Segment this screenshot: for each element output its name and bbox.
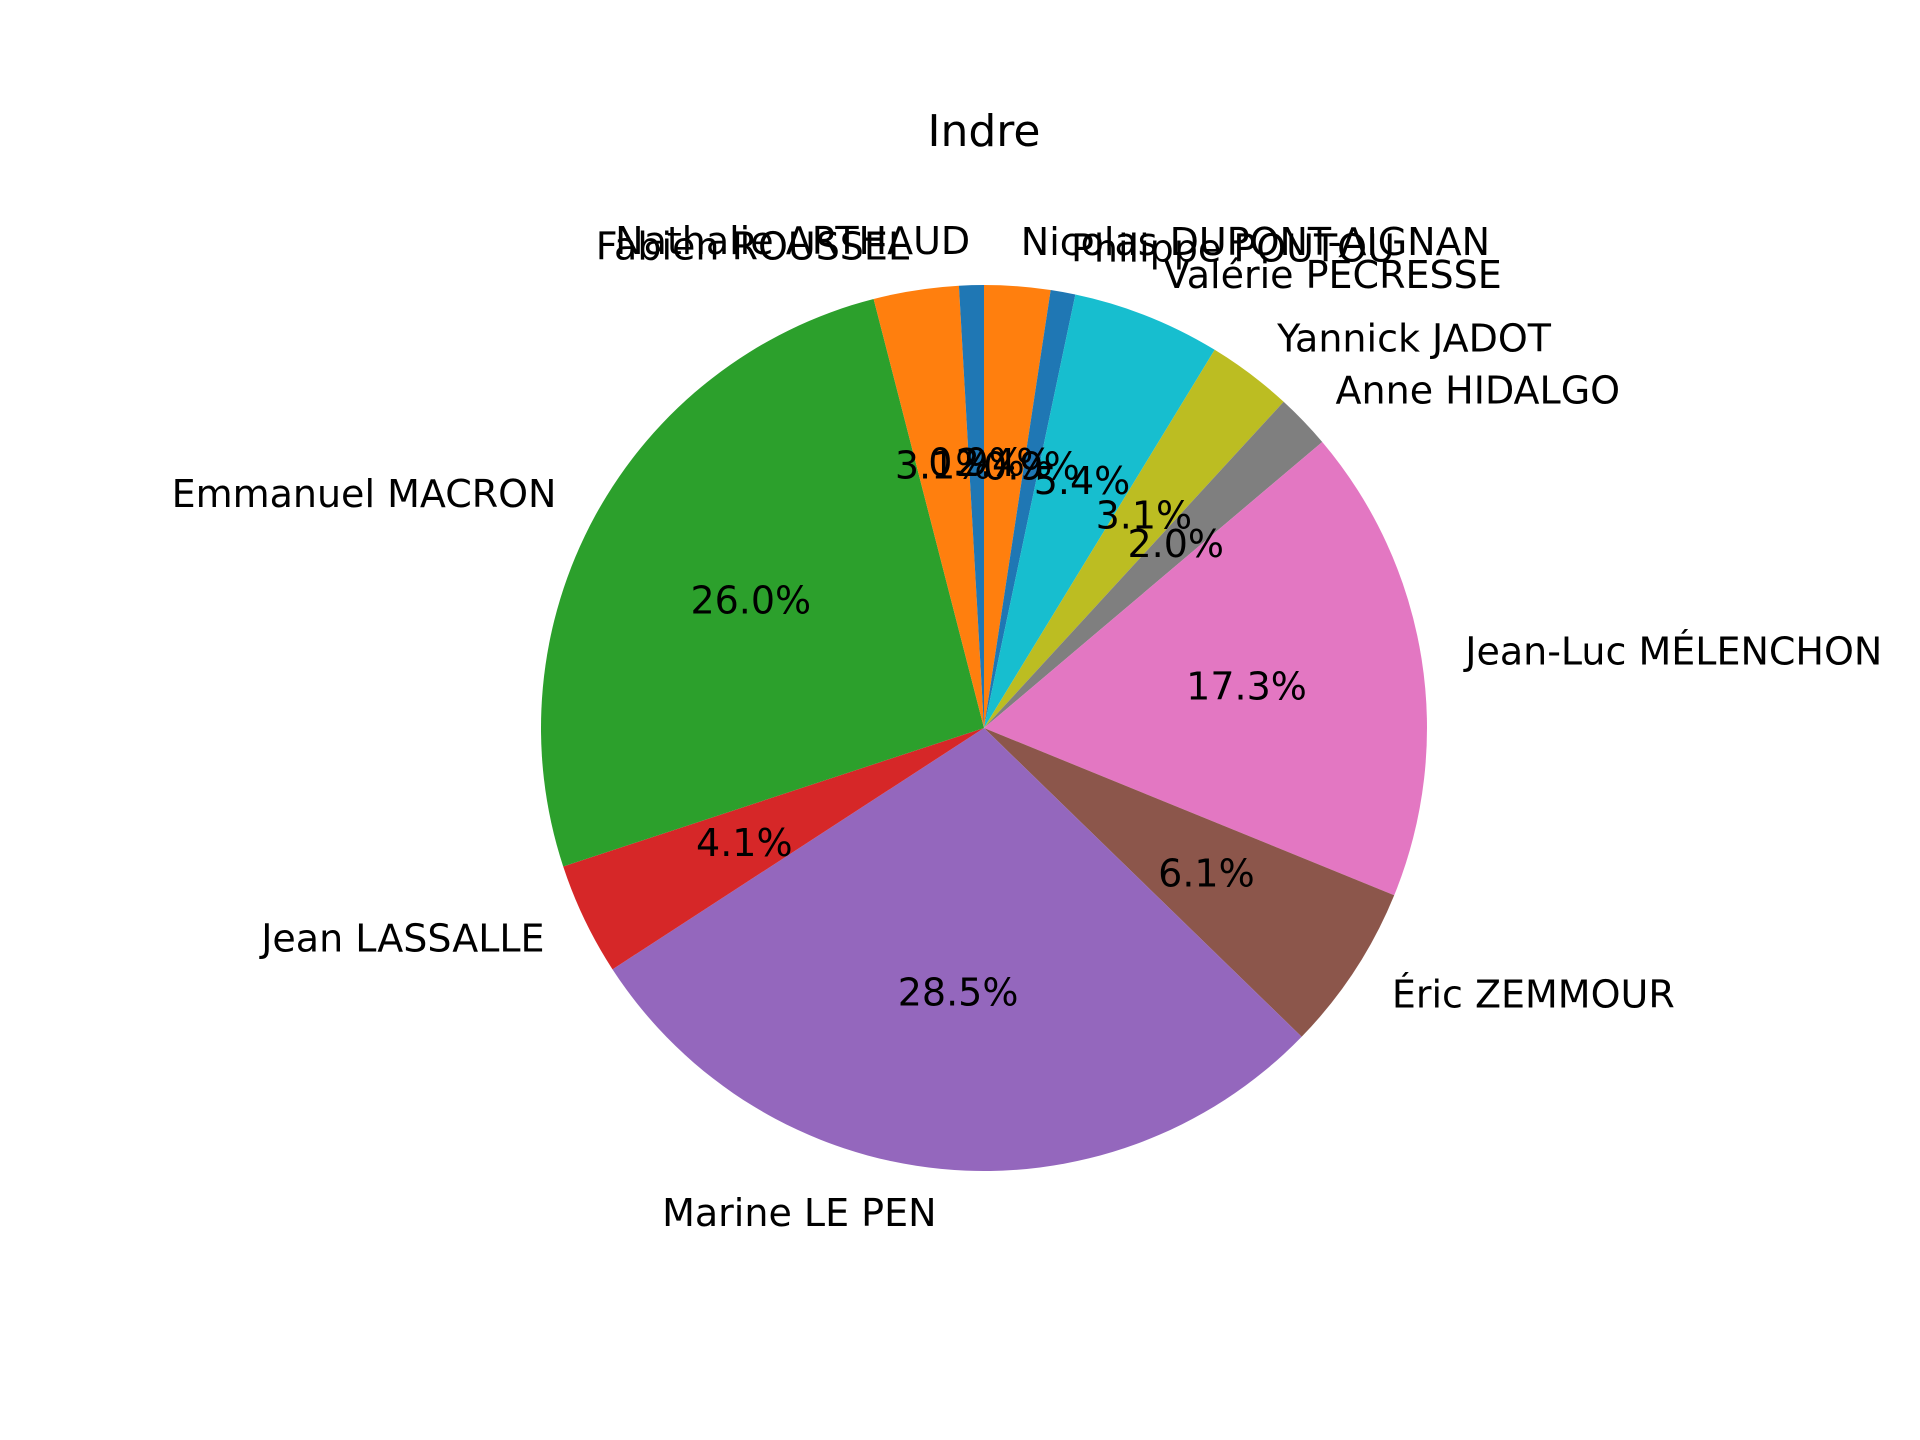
percent-label-jean-luc-melenchon: 17.3%	[1186, 664, 1307, 708]
pie-slice-yannick-jadot	[984, 349, 1284, 728]
percent-label-nicolas-dupont-aignan: 2.4%	[956, 441, 1053, 485]
percent-label-marine-le-pen: 28.5%	[898, 971, 1019, 1015]
pie-slice-anne-hidalgo	[984, 401, 1323, 728]
pie-slice-nicolas-dupont-aignan	[984, 285, 1051, 728]
slice-label-jean-luc-melenchon: Jean-Luc MÉLENCHON	[1463, 630, 1882, 674]
pie-slice-jean-lassalle	[563, 728, 984, 970]
slice-label-anne-hidalgo: Anne HIDALGO	[1336, 369, 1621, 413]
pie-slice-nathalie-arthaud	[958, 285, 984, 728]
slice-label-valerie-pecresse: Valérie PÉCRESSE	[1164, 253, 1502, 297]
pie-slice-eric-zemmour	[984, 728, 1395, 1037]
percent-label-jean-lassalle: 4.1%	[696, 821, 793, 865]
pie-slices	[540, 285, 1428, 1171]
slice-label-marine-le-pen: Marine LE PEN	[662, 1191, 936, 1235]
slice-label-yannick-jadot: Yannick JADOT	[1276, 317, 1552, 361]
percent-label-eric-zemmour: 6.1%	[1158, 851, 1255, 895]
pie-slice-marine-le-pen	[612, 728, 1302, 1171]
percent-label-emmanuel-macron: 26.0%	[690, 578, 811, 622]
slice-label-nicolas-dupont-aignan: Nicolas DUPONT-AIGNAN	[1021, 220, 1490, 264]
slice-label-fabien-roussel: Fabien ROUSSEL	[596, 224, 909, 268]
percent-label-philippe-poutou: 0.9%	[983, 444, 1080, 488]
slice-label-emmanuel-macron: Emmanuel MACRON	[172, 472, 557, 516]
chart-title: Indre	[928, 106, 1041, 157]
percent-label-fabien-roussel: 3.1%	[895, 443, 992, 487]
pie-slice-philippe-poutou	[984, 290, 1076, 728]
percent-label-valerie-pecresse: 5.4%	[1034, 459, 1131, 503]
pie-slice-fabien-roussel	[873, 285, 984, 728]
percent-label-anne-hidalgo: 2.0%	[1127, 522, 1224, 566]
percent-labels: 2.4%0.9%5.4%3.1%2.0%17.3%6.1%28.5%4.1%26…	[690, 440, 1306, 1014]
percent-label-yannick-jadot: 3.1%	[1096, 494, 1193, 538]
pie-slice-valerie-pecresse	[984, 294, 1215, 728]
percent-label-nathalie-arthaud: 0.9%	[928, 440, 1025, 484]
slice-label-nathalie-arthaud: Nathalie ARTHAUD	[615, 219, 970, 263]
pie-slice-jean-luc-melenchon	[984, 441, 1428, 896]
pie-slice-emmanuel-macron	[540, 298, 984, 867]
slice-label-philippe-poutou: Philippe POUTOU	[1071, 227, 1395, 271]
slice-label-eric-zemmour: Éric ZEMMOUR	[1392, 973, 1675, 1017]
slice-label-jean-lassalle: Jean LASSALLE	[259, 917, 544, 961]
